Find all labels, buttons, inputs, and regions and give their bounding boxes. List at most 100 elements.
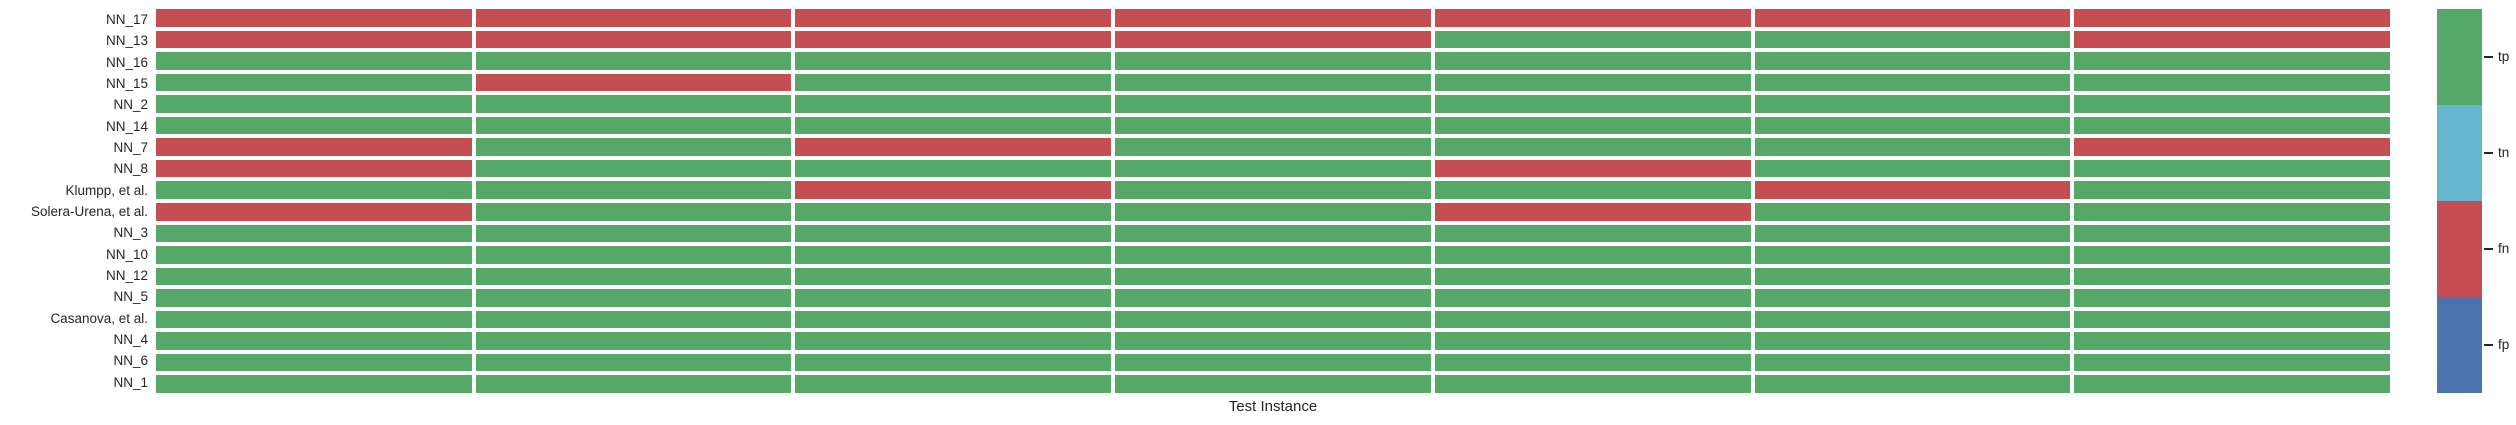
- heatmap-cell: [1434, 202, 1751, 221]
- heatmap-cell: [2074, 138, 2390, 156]
- heatmap-cell: [1434, 181, 1751, 199]
- heatmap-cell: [1754, 353, 2071, 372]
- heatmap-cell: [475, 9, 792, 27]
- heatmap-cell: [1115, 159, 1431, 178]
- heatmap-cell: [1434, 116, 1751, 135]
- row-label: Solera-Urena, et al.: [30, 203, 148, 219]
- heatmap-cell: [2074, 224, 2390, 243]
- heatmap-cell: [1434, 30, 1751, 49]
- heatmap-cell: [1115, 202, 1431, 221]
- heatmap-cell: [1115, 224, 1431, 243]
- heatmap-cell: [475, 353, 792, 372]
- heatmap-cell: [1434, 289, 1751, 307]
- heatmap-cell: [1754, 138, 2071, 156]
- heatmap-cell: [475, 73, 792, 92]
- heatmap-cell: [2074, 30, 2390, 49]
- heatmap-cell: [2074, 332, 2390, 350]
- row-label: NN_4: [113, 331, 148, 347]
- row-label: NN_6: [113, 353, 148, 369]
- heatmap-cell: [1115, 116, 1431, 135]
- heatmap-cell: [1115, 267, 1431, 286]
- row-label: NN_7: [113, 139, 148, 155]
- row-label: NN_13: [105, 33, 148, 49]
- row-label: NN_10: [105, 246, 148, 262]
- heatmap-cell: [1434, 52, 1751, 70]
- heatmap-cell: [795, 332, 1112, 350]
- heatmap-cell: [1115, 52, 1431, 70]
- heatmap-cell: [2074, 353, 2390, 372]
- heatmap-cell: [795, 116, 1112, 135]
- heatmap-cell: [156, 95, 472, 113]
- heatmap-cell: [475, 202, 792, 221]
- heatmap-cell: [1754, 181, 2071, 199]
- heatmap-cell: [475, 181, 792, 199]
- heatmap-cell: [795, 159, 1112, 178]
- heatmap-cell: [2074, 310, 2390, 329]
- row-label: NN_2: [113, 97, 148, 113]
- row-label: Klumpp, et al.: [65, 182, 148, 198]
- heatmap-cell: [2074, 267, 2390, 286]
- heatmap-cell: [1434, 138, 1751, 156]
- colorbar-segment-tn: tn: [2437, 105, 2509, 201]
- heatmap-cell: [1434, 159, 1751, 178]
- heatmap-cell: [2074, 9, 2390, 27]
- heatmap-cell: [1434, 224, 1751, 243]
- heatmap-cell: [1115, 73, 1431, 92]
- y-axis-tick-labels: NN_17 NN_13 NN_16 NN_15 NN_2 NN_14 NN_7 NN_8 Klu…: [0, 9, 148, 393]
- heatmap-cell: [795, 310, 1112, 329]
- heatmap-cell: [475, 224, 792, 243]
- heatmap-cell: [475, 95, 792, 113]
- heatmap-cell: [156, 332, 472, 350]
- heatmap-cell: [795, 138, 1112, 156]
- heatmap-cell: [2074, 289, 2390, 307]
- colorbar-segment-fp: fp: [2437, 297, 2509, 393]
- colorbar-tick-label: tn: [2498, 144, 2510, 160]
- colorbar-tick-label: fp: [2498, 336, 2510, 352]
- row-label: NN_1: [113, 374, 148, 390]
- heatmap-cell: [1754, 246, 2071, 264]
- heatmap-cell: [156, 310, 472, 329]
- colorbar-tick: [2484, 344, 2493, 346]
- heatmap-cell: [2074, 375, 2390, 393]
- heatmap-cell: [1754, 159, 2071, 178]
- heatmap-cell: [156, 181, 472, 199]
- heatmap-cell: [156, 116, 472, 135]
- row-label: NN_3: [113, 225, 148, 241]
- heatmap-cell: [1754, 267, 2071, 286]
- heatmap-cell: [156, 289, 472, 307]
- heatmap-cell: [795, 246, 1112, 264]
- heatmap-cell: [156, 267, 472, 286]
- heatmap-cell: [156, 224, 472, 243]
- heatmap-cell: [795, 95, 1112, 113]
- heatmap-cell: [2074, 246, 2390, 264]
- row-label: NN_12: [105, 267, 148, 283]
- heatmap-cell: [795, 224, 1112, 243]
- colorbar-segment-fn: fn: [2437, 201, 2509, 297]
- heatmap-cell: [1754, 73, 2071, 92]
- colorbar-tick: [2484, 152, 2493, 154]
- heatmap-cell: [1115, 9, 1431, 27]
- row-label: NN_17: [105, 11, 148, 27]
- colorbar-tick: [2484, 248, 2493, 250]
- heatmap-cell: [1115, 95, 1431, 113]
- x-axis-label: Test Instance: [1228, 398, 1318, 415]
- heatmap-grid: [156, 9, 2390, 393]
- heatmap-cell: [156, 159, 472, 178]
- heatmap-cell: [1754, 116, 2071, 135]
- heatmap-cell: [1754, 95, 2071, 113]
- heatmap-cell: [156, 375, 472, 393]
- heatmap-cell: [475, 310, 792, 329]
- heatmap-cell: [1434, 73, 1751, 92]
- colorbar: tp tn fn fp: [2437, 9, 2509, 393]
- heatmap-cell: [475, 246, 792, 264]
- row-label: NN_16: [105, 54, 148, 70]
- heatmap-cell: [1434, 332, 1751, 350]
- row-label: NN_5: [113, 289, 148, 305]
- heatmap-cell: [795, 202, 1112, 221]
- heatmap-cell: [795, 73, 1112, 92]
- heatmap-cell: [1754, 310, 2071, 329]
- heatmap-cell: [475, 375, 792, 393]
- heatmap-cell: [475, 138, 792, 156]
- heatmap-cell: [2074, 202, 2390, 221]
